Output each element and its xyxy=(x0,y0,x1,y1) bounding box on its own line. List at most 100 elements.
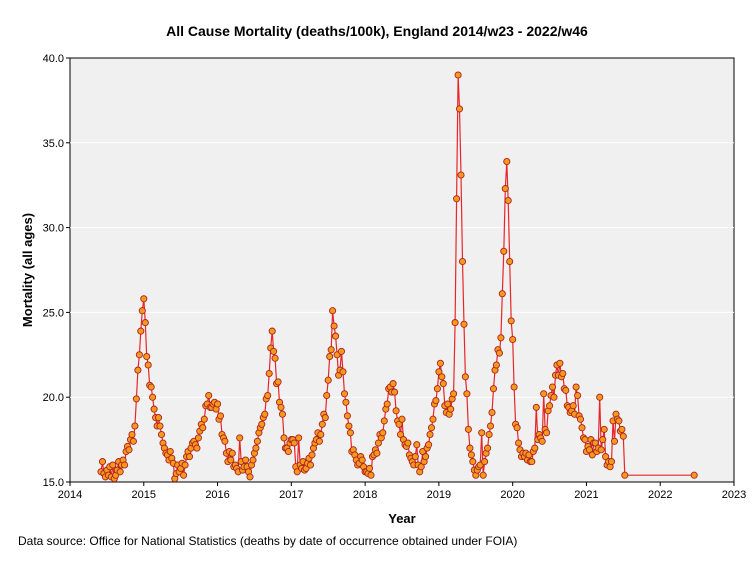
data-point xyxy=(572,383,580,391)
data-point xyxy=(501,185,509,193)
data-point xyxy=(166,447,174,456)
data-point xyxy=(132,395,140,403)
data-point xyxy=(324,376,332,384)
data-point xyxy=(342,398,350,406)
data-point xyxy=(343,412,351,420)
data-point xyxy=(574,391,582,400)
data-point xyxy=(380,417,388,425)
data-point xyxy=(252,444,260,452)
data-point xyxy=(242,456,250,464)
data-point xyxy=(576,415,585,423)
data-point xyxy=(323,391,331,400)
data-point xyxy=(157,430,166,439)
data-point xyxy=(358,456,366,464)
data-point xyxy=(249,456,257,464)
data-point xyxy=(436,359,444,367)
data-point xyxy=(578,424,586,432)
data-point xyxy=(346,429,354,437)
data-point xyxy=(367,471,375,479)
data-point xyxy=(444,400,452,408)
data-point xyxy=(193,444,201,452)
data-point xyxy=(274,378,282,386)
data-point xyxy=(497,334,505,342)
data-point xyxy=(383,400,391,408)
data-point xyxy=(506,257,514,266)
data-point xyxy=(125,446,133,454)
x-tick-label: 2021 xyxy=(574,489,598,501)
data-point xyxy=(228,449,236,457)
data-point xyxy=(391,388,399,396)
data-point xyxy=(453,195,461,203)
data-point xyxy=(147,383,155,391)
data-point xyxy=(510,383,518,391)
data-point xyxy=(216,412,225,420)
x-tick-label: 2015 xyxy=(132,489,156,501)
data-point xyxy=(258,420,266,428)
chart: All Cause Mortality (deaths/100k), Engla… xyxy=(20,23,747,526)
data-point xyxy=(447,405,455,413)
data-point xyxy=(504,196,512,205)
data-point xyxy=(486,422,495,430)
data-point xyxy=(373,449,381,457)
data-point xyxy=(143,352,151,361)
data-point xyxy=(546,402,554,410)
data-point xyxy=(339,368,347,376)
data-point xyxy=(329,307,337,315)
data-point xyxy=(265,369,273,378)
data-point xyxy=(599,436,607,444)
data-point xyxy=(134,366,142,374)
data-point xyxy=(556,359,564,367)
data-point xyxy=(340,390,349,398)
data-point xyxy=(261,410,269,418)
data-point xyxy=(321,414,329,422)
x-axis-title: Year xyxy=(388,511,415,526)
data-point xyxy=(460,320,468,328)
data-point xyxy=(290,439,298,447)
data-point xyxy=(596,393,604,401)
data-point xyxy=(469,458,477,466)
data-point xyxy=(422,453,430,461)
data-point xyxy=(144,361,152,369)
x-tick-label: 2014 xyxy=(58,489,82,501)
data-point xyxy=(264,391,272,400)
data-point xyxy=(615,417,623,425)
data-point xyxy=(280,434,288,442)
axes: 15.0 20.0 25.0 30.0 35.0 40.0 2014 2015 2016 2017… xyxy=(43,53,747,501)
data-point xyxy=(455,105,464,113)
series-points-group xyxy=(97,71,698,483)
data-point xyxy=(411,453,419,461)
data-point xyxy=(484,444,492,452)
gridlines xyxy=(70,142,734,398)
y-tick-label: 25.0 xyxy=(43,307,64,319)
data-point xyxy=(550,393,558,401)
data-point xyxy=(548,383,557,391)
y-tick-label: 15.0 xyxy=(43,477,64,489)
data-point xyxy=(326,352,334,361)
chart-title: All Cause Mortality (deaths/100k), Engla… xyxy=(166,23,588,39)
data-point xyxy=(458,257,467,266)
data-point xyxy=(345,422,353,430)
data-point xyxy=(205,391,213,400)
data-point xyxy=(315,437,323,445)
x-tick-label: 2017 xyxy=(279,489,303,501)
data-point xyxy=(194,434,202,442)
data-point xyxy=(427,424,436,432)
data-point xyxy=(278,410,287,418)
plot-area xyxy=(69,57,735,483)
data-point xyxy=(180,471,188,479)
data-point xyxy=(466,444,474,452)
data-point xyxy=(214,400,222,408)
data-point xyxy=(489,385,498,393)
data-point xyxy=(429,415,437,423)
data-point xyxy=(492,361,500,369)
data-point xyxy=(138,307,146,315)
data-point xyxy=(268,327,276,335)
data-point xyxy=(128,430,136,439)
y-tick-label: 20.0 xyxy=(43,392,64,404)
data-point xyxy=(450,390,458,398)
data-point xyxy=(129,437,137,445)
data-point xyxy=(227,456,235,464)
data-point xyxy=(532,403,540,411)
data-point xyxy=(200,415,208,423)
data-point xyxy=(607,458,616,466)
